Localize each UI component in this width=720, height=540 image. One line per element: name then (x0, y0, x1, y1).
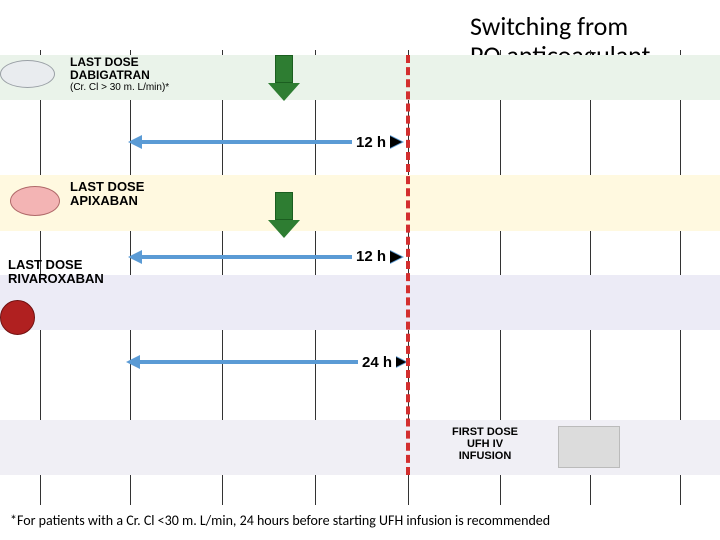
dabigatran-pill-icon (0, 60, 55, 88)
rivaroxaban-label: LAST DOSERIVAROXABAN (8, 258, 104, 287)
footnote: *For patients with a Cr. Cl <30 m. L/min… (10, 512, 550, 529)
ufh-image-icon (558, 426, 620, 468)
ufh-label: FIRST DOSEUFH IVINFUSION (452, 426, 518, 462)
apixaban-down-arrow-icon (268, 192, 300, 238)
dabigatran-label: LAST DOSEDABIGATRAN(Cr. Cl > 30 m. L/min… (70, 56, 169, 93)
row-rivaroxaban (0, 275, 720, 330)
dabigatran-down-arrow-icon (268, 55, 300, 101)
switch-boundary-dashed-line (406, 55, 410, 475)
title-line1: Switching from (470, 12, 650, 41)
rivaroxaban-24h-label: 24 h (358, 352, 396, 373)
apixaban-label: LAST DOSEAPIXABAN (70, 180, 144, 209)
rivaroxaban-pill-icon (0, 300, 35, 335)
apixaban-pill-icon (10, 186, 60, 216)
apixaban-12h-label: 12 h (352, 246, 390, 267)
dabigatran-12h-label: 12 h (352, 132, 390, 153)
